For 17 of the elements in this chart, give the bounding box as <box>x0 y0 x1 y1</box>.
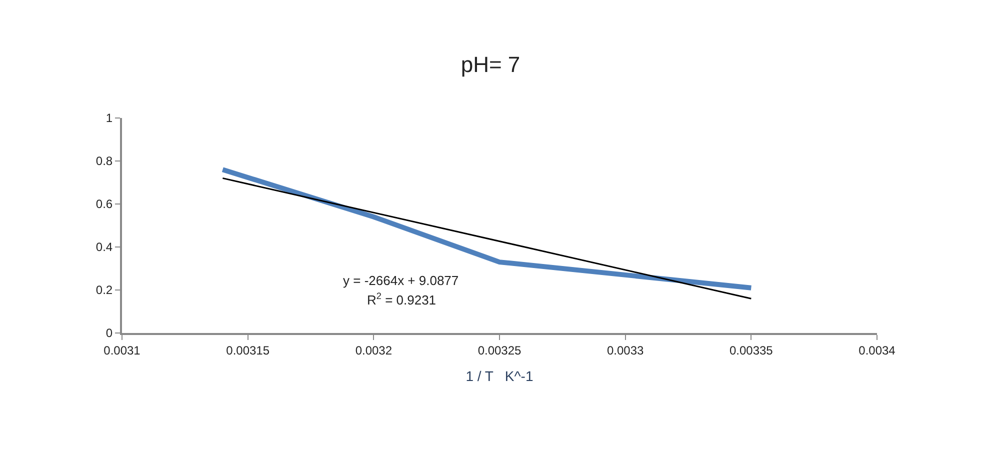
annotation: R$^{2}$ = 0.9231 <box>367 291 436 308</box>
y-tick-label: 0.2 <box>96 283 113 298</box>
x-tick-label: 0.00315 <box>226 343 270 358</box>
x-tick-label: 0.00325 <box>478 343 522 358</box>
annotation: y = -2664x + 9.0877 <box>343 273 459 288</box>
chart-title: pH= 7 <box>460 52 520 78</box>
y-tick-label: 0.4 <box>96 240 113 254</box>
y-tick-label: 0.8 <box>96 154 113 168</box>
x-axis-title: 1 / T K^-1 <box>466 368 534 384</box>
x-tick-label: 0.00335 <box>729 343 774 358</box>
y-tick-label: 0 <box>106 326 113 340</box>
x-tick-label: 0.0033 <box>606 343 644 358</box>
x-tick-label: 0.0032 <box>355 343 392 358</box>
y-tick-label: 0.6 <box>96 197 113 212</box>
x-tick-label: 0.0031 <box>104 343 141 358</box>
x-tick-label: 0.0034 <box>858 343 896 358</box>
y-tick-label: 1 <box>106 111 113 126</box>
